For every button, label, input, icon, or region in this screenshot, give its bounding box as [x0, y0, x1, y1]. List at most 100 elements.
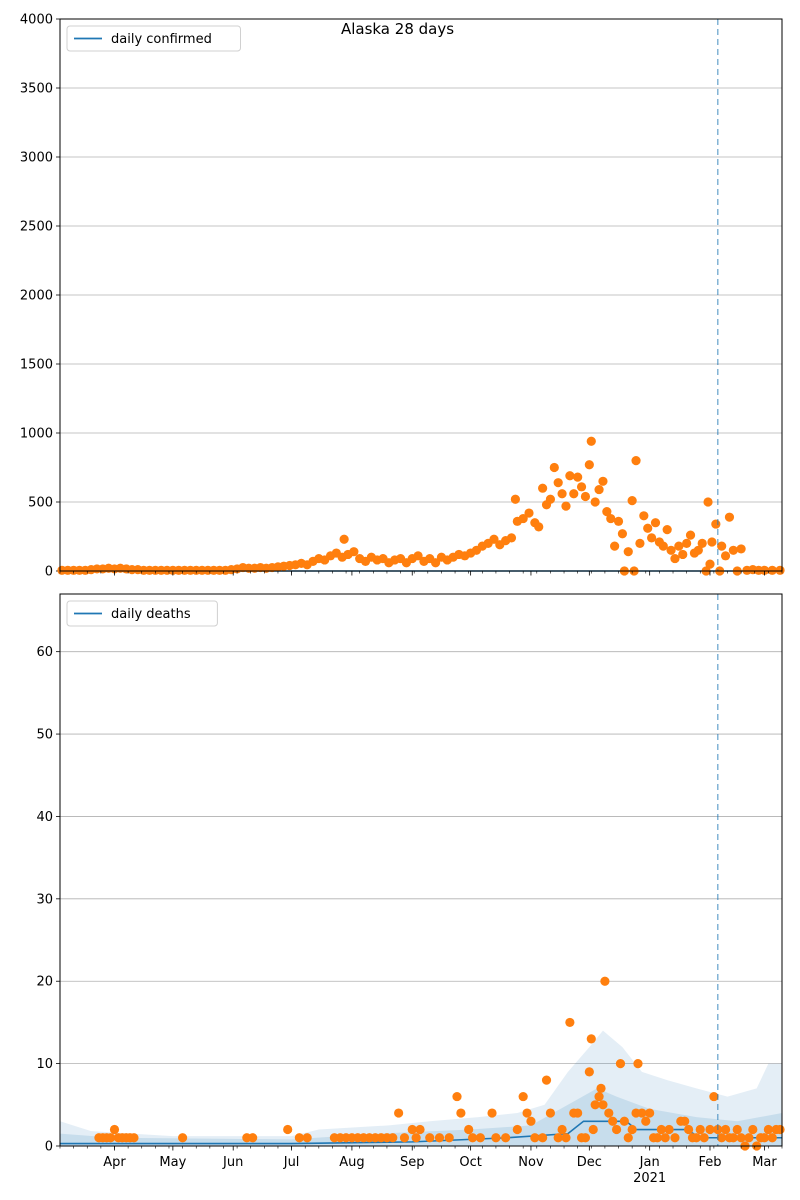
data-point [645, 1108, 655, 1118]
data-point [588, 1124, 598, 1135]
data-point [565, 1017, 575, 1028]
data-point [109, 1124, 120, 1135]
data-point [691, 1133, 701, 1143]
x-tick-label: Jan [639, 1155, 660, 1170]
data-point [594, 1091, 604, 1102]
data-point [617, 529, 628, 539]
data-point [600, 976, 610, 986]
data-point [464, 1124, 474, 1135]
data-point [717, 1133, 727, 1143]
data-point [695, 1124, 705, 1135]
data-point [541, 1075, 552, 1085]
data-point [763, 1124, 773, 1135]
data-point [678, 549, 688, 560]
x-tick-label: Sep [400, 1155, 425, 1170]
data-point [294, 1133, 304, 1143]
data-point [775, 1124, 785, 1135]
data-point [339, 534, 349, 544]
data-point [584, 460, 594, 470]
data-point [699, 1133, 709, 1143]
data-point [615, 1059, 626, 1069]
data-point [639, 511, 649, 521]
data-point [430, 558, 441, 568]
y-tick-label: 20 [36, 975, 53, 990]
y-tick-label: 2500 [20, 220, 53, 235]
data-point [627, 1124, 637, 1135]
data-point [656, 1124, 666, 1135]
data-point [647, 533, 657, 543]
data-point [349, 547, 359, 557]
y-tick-label: 50 [36, 728, 53, 743]
data-point [641, 1116, 651, 1126]
data-point [720, 1124, 731, 1135]
data-point [522, 1108, 532, 1118]
data-point [637, 1108, 647, 1118]
data-point [407, 1124, 417, 1135]
y-tick-label: 4000 [20, 13, 53, 28]
y-tick-label: 500 [28, 496, 53, 511]
y-tick-label: 0 [45, 1140, 53, 1155]
data-point [598, 476, 608, 486]
x-tick-label: Aug [339, 1155, 364, 1170]
data-point [611, 1124, 622, 1135]
data-point [598, 1100, 608, 1110]
data-point [411, 1133, 421, 1143]
data-point [705, 559, 715, 569]
uncertainty-band-outer [60, 1030, 782, 1146]
data-point [545, 1108, 556, 1118]
data-point [415, 1124, 425, 1135]
data-point [586, 1034, 596, 1044]
data-point [767, 1133, 777, 1143]
data-point [775, 565, 785, 575]
data-point [623, 1133, 633, 1143]
data-point [456, 1108, 466, 1118]
data-point [557, 489, 567, 499]
x-tick-label: May [159, 1155, 186, 1170]
x-tick-label: Mar [752, 1155, 777, 1170]
data-point [475, 1133, 485, 1143]
deaths-panel: 0 10 20 30 40 50 60 Apr May Jun Jul Aug Sep Oct Nov Dec… [36, 593, 785, 1186]
data-point [658, 541, 668, 551]
figure-title: Alaska 28 days [340, 20, 455, 38]
data-point [728, 545, 738, 555]
data-point [590, 497, 600, 507]
data-point [489, 534, 499, 544]
data-point [561, 501, 571, 511]
data-point [717, 541, 727, 551]
axes-frame [59, 593, 783, 1147]
data-point [569, 489, 579, 499]
data-point [506, 533, 517, 543]
data-point [444, 1133, 454, 1143]
legend-box [66, 25, 241, 52]
data-point [590, 1100, 600, 1110]
data-point [650, 518, 661, 528]
x-tick-label: Jun [222, 1155, 243, 1170]
data-point [518, 513, 528, 524]
data-point [586, 436, 596, 446]
data-point [759, 565, 770, 575]
data-point [683, 1124, 694, 1135]
y-tick-label: 10 [36, 1057, 53, 1072]
data-point [643, 523, 653, 533]
data-point [596, 1083, 606, 1093]
y-tick-label: 3000 [20, 151, 53, 166]
data-point [399, 1133, 410, 1143]
data-point [524, 508, 534, 518]
y-tick-label: 3500 [20, 82, 53, 97]
data-point [413, 551, 423, 561]
data-point [652, 1133, 663, 1143]
y-tick-label: 1000 [20, 427, 53, 442]
y-tick-label: 30 [36, 892, 53, 907]
x-tick-label: Oct [459, 1155, 481, 1170]
data-point [580, 1133, 591, 1143]
data-point [526, 1116, 536, 1126]
data-point [664, 1124, 674, 1135]
data-point [613, 516, 624, 526]
data-point [748, 1124, 758, 1135]
data-point [434, 1133, 445, 1143]
data-point [635, 538, 645, 549]
data-point [530, 1133, 540, 1143]
data-point [623, 547, 633, 557]
data-point [724, 512, 735, 522]
legend: daily deaths [66, 600, 218, 627]
